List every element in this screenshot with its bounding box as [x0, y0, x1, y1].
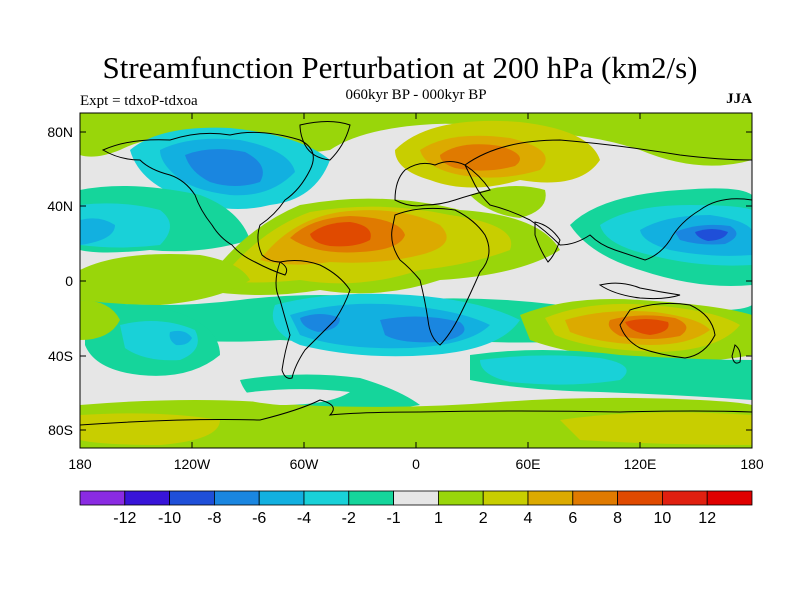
contour-redorange-australia — [625, 319, 669, 335]
colorbar-label: 10 — [654, 510, 672, 527]
lon-tick-label: 0 — [412, 456, 420, 472]
contour-lightblue-pacific-west — [80, 218, 115, 245]
colorbar-label: -8 — [207, 510, 221, 527]
contour-fills — [80, 113, 752, 448]
contour-yellow-antarctic — [80, 413, 220, 445]
colorbar-swatch — [662, 490, 708, 506]
coast-australia — [619, 302, 716, 359]
colorbar-label: 1 — [434, 510, 443, 527]
colorbar-label: -1 — [386, 510, 400, 527]
coast-india — [534, 221, 561, 263]
coastlines — [80, 121, 752, 426]
colorbar-swatch — [169, 490, 215, 506]
lon-tick-label: 180 — [68, 456, 92, 472]
colorbar-label: -4 — [297, 510, 311, 527]
colorbar-swatch — [572, 490, 618, 506]
contour-lightblue-southpacific — [169, 330, 192, 346]
colorbar — [79, 490, 753, 506]
experiment-label: Expt = tdxoP-tdxoa — [80, 93, 198, 109]
coast-antarctica — [80, 399, 752, 426]
contour-gray-southern-gap — [230, 389, 350, 405]
contour-yellow-antarctic-east — [560, 412, 752, 445]
coast-south-america — [275, 260, 351, 379]
coast-indonesia — [598, 282, 681, 300]
colorbar-swatch — [706, 490, 753, 506]
contour-green-arctic — [80, 113, 752, 166]
coast-new-zealand — [731, 344, 741, 364]
colorbar-label: -2 — [342, 510, 356, 527]
lat-tick-label: 80N — [47, 124, 73, 140]
colorbar-swatch — [213, 490, 260, 506]
colorbar-swatch — [482, 490, 529, 506]
map-subtitle: 060kyr BP - 000kyr BP — [345, 87, 487, 103]
colorbar-label: 2 — [479, 510, 488, 527]
contour-blue-small-atlantic — [300, 314, 340, 332]
contour-redorange-atlantic — [310, 222, 371, 247]
lon-tick-label: 60E — [516, 456, 541, 472]
colorbar-label: 6 — [568, 510, 577, 527]
lat-tick-marks — [80, 131, 752, 431]
contour-cyan-southpacific — [120, 321, 198, 361]
lon-tick-marks — [191, 113, 641, 448]
coast-africa — [391, 207, 490, 346]
map-title: Streamfunction Perturbation at 200 hPa (… — [102, 50, 698, 85]
colorbar-swatch — [393, 490, 439, 506]
colorbar-swatch — [79, 490, 126, 506]
lon-tick-label: 180 — [740, 456, 764, 472]
colorbar-swatch — [437, 490, 484, 506]
colorbar-label: -10 — [158, 510, 181, 527]
lat-tick-label: 0 — [65, 273, 73, 289]
colorbar-swatch — [258, 490, 305, 506]
coast-greenland — [299, 121, 351, 161]
colorbar-label: 4 — [524, 510, 533, 527]
contour-cyan-indian-south — [480, 355, 627, 385]
lat-tick-label: 40N — [47, 198, 73, 214]
lat-tick-label: 40S — [48, 348, 73, 364]
colorbar-swatch — [303, 490, 350, 506]
colorbar-label: 8 — [613, 510, 622, 527]
contour-green-eqpacific — [80, 254, 250, 305]
contour-green-southpacific-left — [80, 300, 120, 340]
lon-tick-label: 60W — [290, 456, 320, 472]
contour-blue-southern-atlantic — [380, 316, 465, 343]
plot-area — [80, 113, 752, 448]
coast-europe — [394, 161, 491, 207]
colorbar-swatch — [124, 490, 171, 506]
lon-tick-label: 120E — [624, 456, 657, 472]
contour-deeporange-russia — [440, 144, 520, 171]
contour-blue-northamerica — [185, 149, 263, 186]
season-label: JJA — [726, 91, 752, 107]
colorbar-labels: -12 -10 -8 -6 -4 -2 -1 1 2 4 6 8 10 12 — [113, 510, 716, 527]
colorbar-swatch — [527, 490, 574, 506]
lat-tick-label: 80S — [48, 422, 73, 438]
colorbar-label: 12 — [698, 510, 716, 527]
colorbar-swatch — [348, 490, 394, 506]
contour-green-arabia — [470, 186, 546, 218]
lon-tick-label: 120W — [174, 456, 211, 472]
lat-tick-labels: 80N 40N 0 40S 80S — [47, 124, 73, 438]
colorbar-label: -6 — [252, 510, 266, 527]
lon-tick-labels: 180 120W 60W 0 60E 120E 180 — [68, 456, 764, 472]
colorbar-swatch — [617, 490, 663, 506]
contour-deepblue-westpacific — [695, 229, 728, 241]
coast-asia — [464, 139, 752, 261]
colorbar-label: -12 — [113, 510, 136, 527]
